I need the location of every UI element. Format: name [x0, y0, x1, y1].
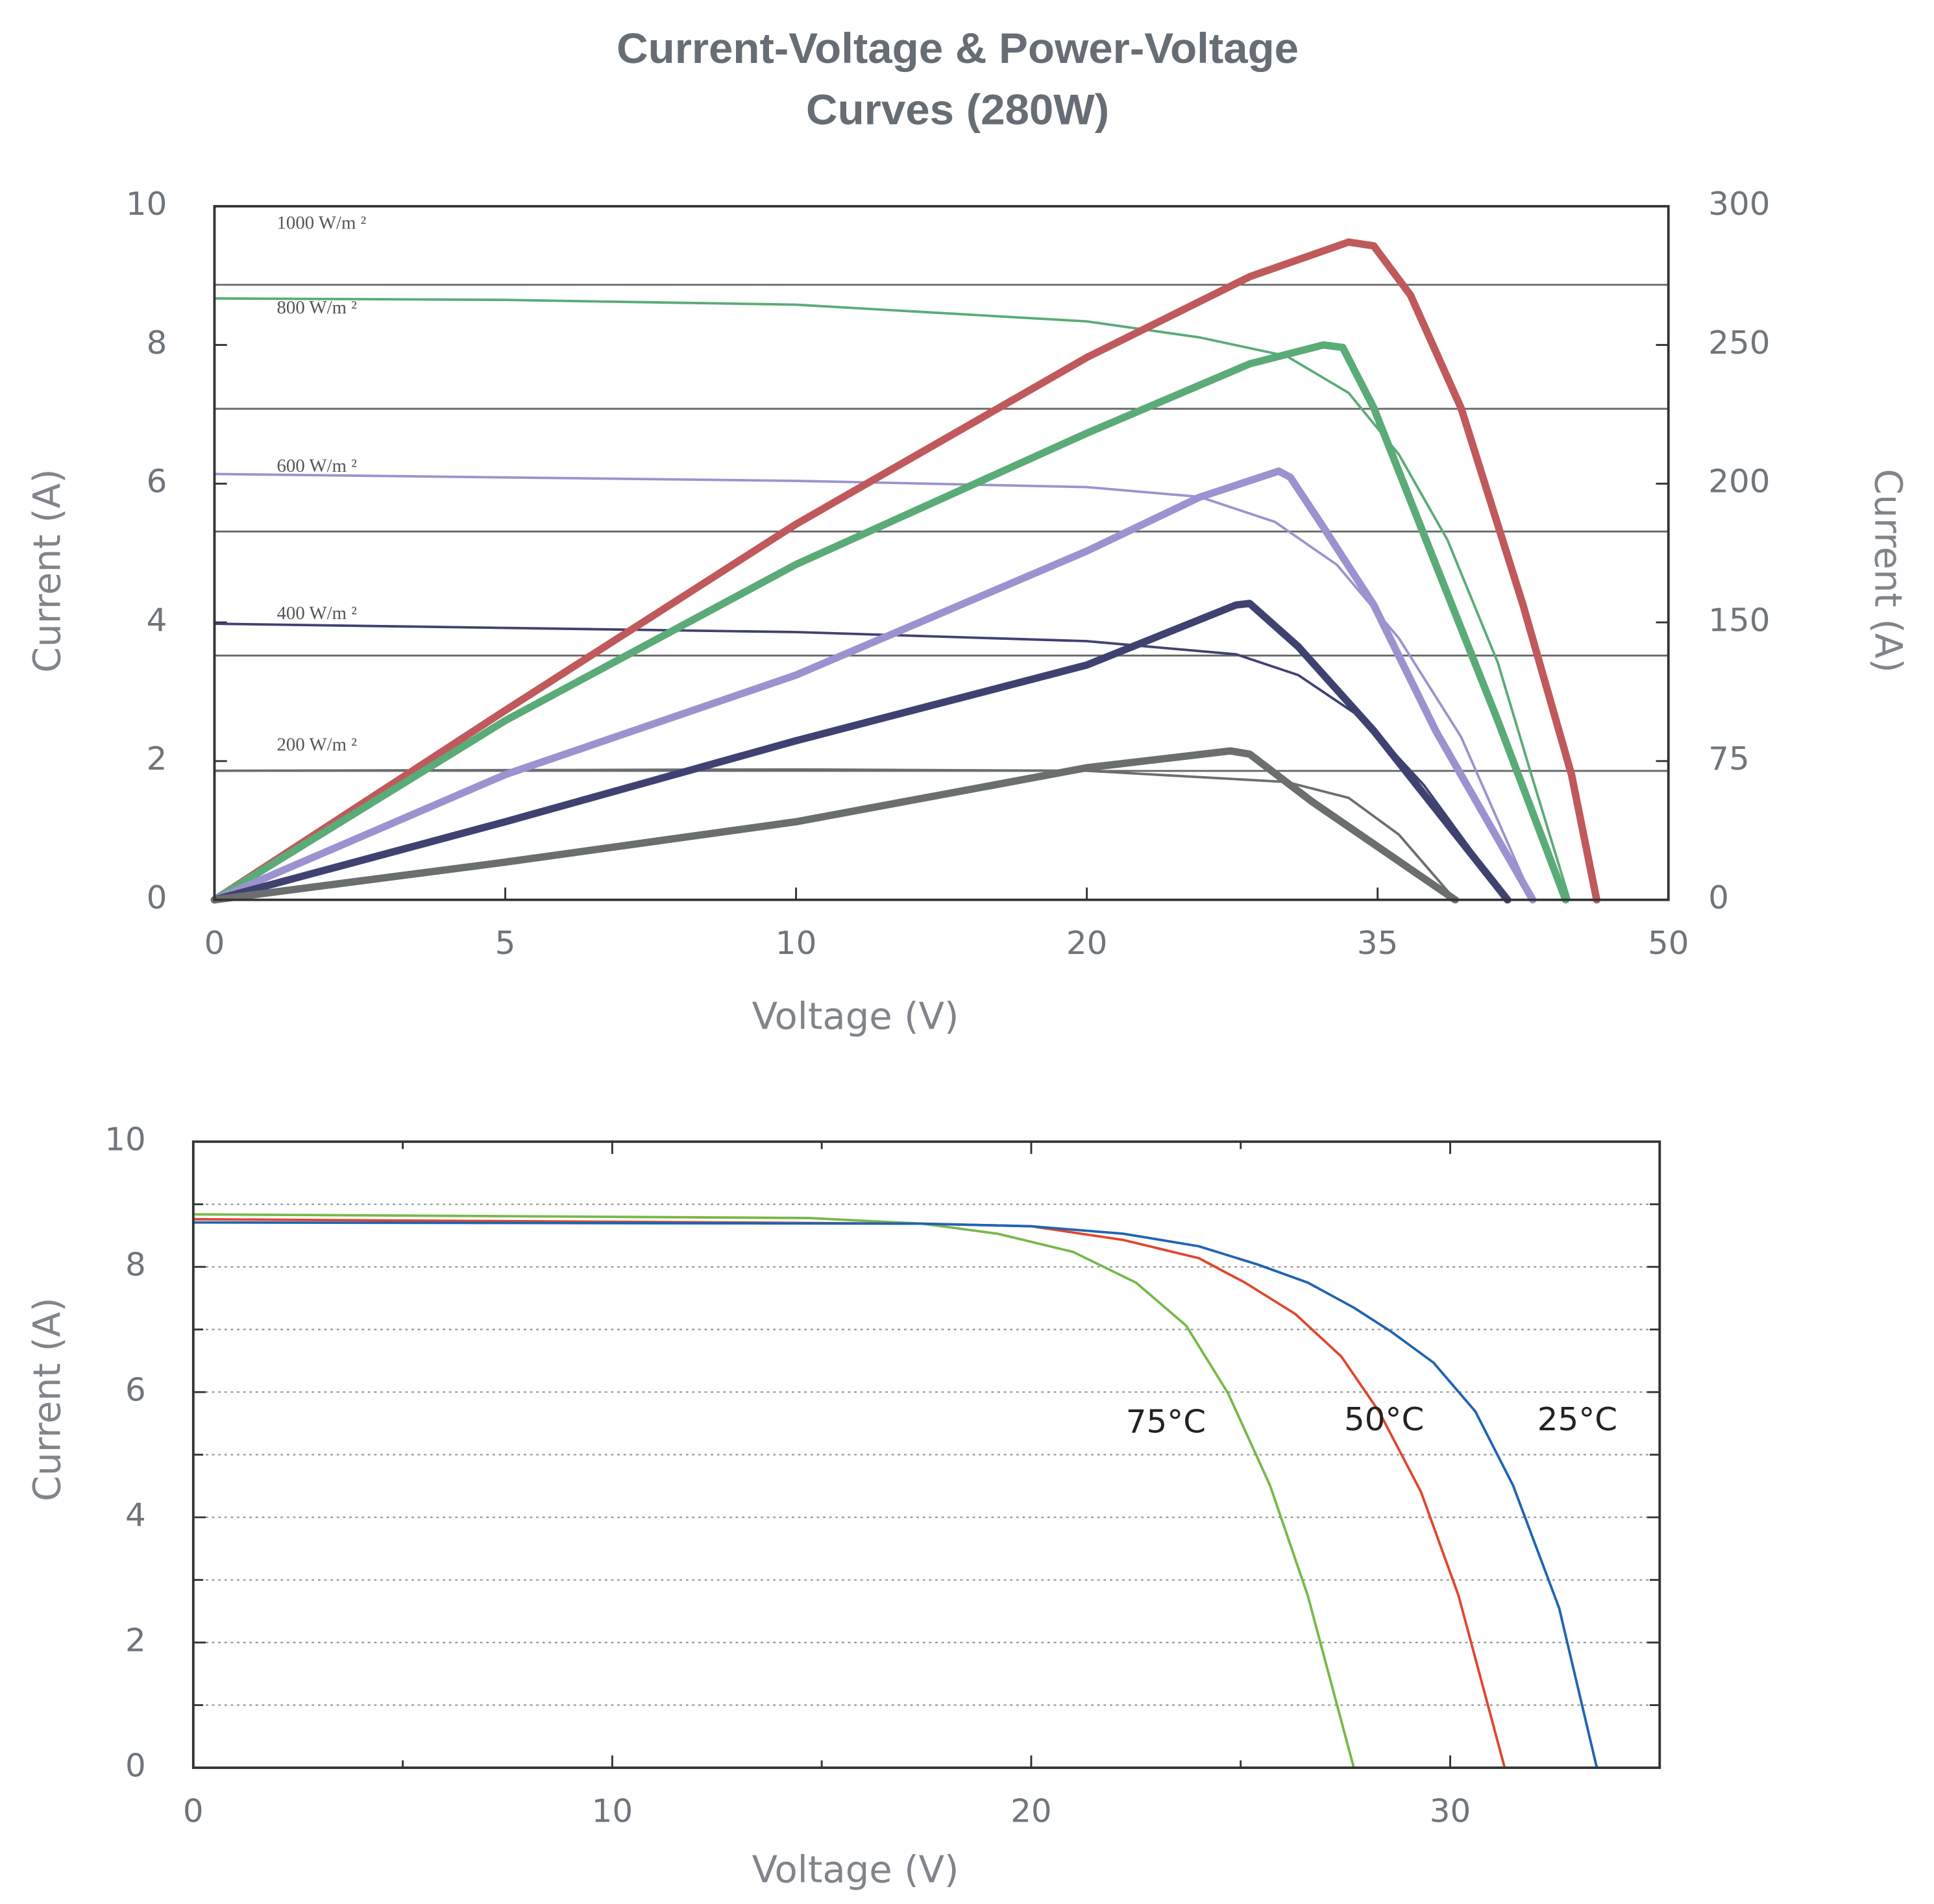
y2-tick-label: 200: [1708, 463, 1770, 500]
x-tick-label: 20: [1010, 1792, 1052, 1830]
y2-tick-label: 250: [1708, 324, 1770, 361]
x-tick-label: 20: [1066, 924, 1108, 962]
y-tick-label: 6: [147, 463, 167, 500]
y-tick-label: 4: [147, 602, 167, 639]
chart-title: Curves (280W): [806, 86, 1109, 134]
x-tick-label: 0: [183, 1792, 204, 1830]
annotation: 400 W/m ²: [277, 604, 357, 624]
y2-tick-label: 75: [1708, 740, 1750, 778]
series-line: [213, 297, 1571, 901]
x-tick-label: 50: [1648, 924, 1689, 962]
y-tick-label: 10: [126, 186, 167, 223]
series-label: 50°C: [1344, 1400, 1424, 1438]
x-tick-label: 10: [776, 924, 817, 962]
annotation: 1000 W/m ²: [277, 214, 367, 234]
series-label: 25°C: [1537, 1400, 1617, 1438]
series-line: [210, 467, 1537, 904]
x-tick-label: 30: [1430, 1792, 1471, 1830]
y2-tick-label: 0: [1708, 879, 1729, 916]
y-tick-label: 4: [125, 1496, 146, 1534]
series-line: [210, 747, 1459, 904]
x-axis-title: Voltage (V): [752, 995, 959, 1038]
y-tick-label: 6: [125, 1371, 146, 1409]
y-tick-label: 2: [125, 1622, 146, 1659]
series-line: [191, 1221, 1598, 1769]
annotation: 800 W/m ²: [277, 298, 357, 318]
series-line: [213, 472, 1534, 901]
y2-axis-title: Current (A): [1866, 469, 1909, 673]
y2-tick-label: 150: [1708, 602, 1770, 639]
reference-lines: [214, 284, 1669, 772]
annotation: 600 W/m ²: [277, 456, 357, 476]
x-tick-label: 5: [495, 924, 516, 962]
x-tick-label: 35: [1357, 924, 1399, 962]
x-tick-label: 0: [204, 924, 225, 962]
y-tick-label: 10: [104, 1121, 146, 1158]
series-line: [213, 622, 1509, 901]
y-tick-label: 8: [147, 324, 167, 361]
annotation: 200 W/m ²: [277, 735, 357, 755]
plot-frame: [213, 204, 1670, 901]
series-line: [210, 238, 1601, 904]
chart-title: Current-Voltage & Power-Voltage: [617, 25, 1299, 72]
series-line: [210, 600, 1512, 904]
series-label: 75°C: [1126, 1403, 1206, 1441]
y-tick-label: 0: [125, 1747, 146, 1785]
y-axis-title: Current (A): [26, 469, 69, 673]
series-line: [191, 1217, 1506, 1769]
series-line: [191, 1213, 1355, 1769]
y-tick-label: 2: [147, 740, 167, 778]
y-tick-label: 0: [147, 879, 167, 916]
y-tick-label: 8: [125, 1246, 146, 1284]
x-tick-label: 10: [592, 1792, 633, 1830]
x-axis-title: Voltage (V): [752, 1849, 959, 1891]
y-axis-title: Current (A): [26, 1297, 69, 1501]
y2-tick-label: 300: [1708, 186, 1770, 223]
series-line: [210, 341, 1570, 904]
plot-frame: [191, 1140, 1661, 1769]
